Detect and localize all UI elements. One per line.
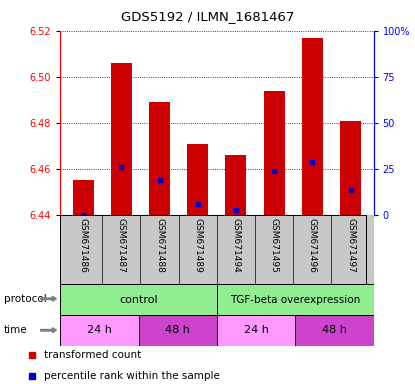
- Bar: [264, 91, 285, 215]
- Bar: [139, 315, 217, 346]
- Text: GDS5192 / ILMN_1681467: GDS5192 / ILMN_1681467: [121, 10, 294, 23]
- Bar: [111, 63, 132, 215]
- Bar: [60, 315, 139, 346]
- Text: 48 h: 48 h: [165, 325, 190, 335]
- Bar: [187, 144, 208, 215]
- Bar: [340, 121, 361, 215]
- Bar: [149, 102, 170, 215]
- Text: TGF-beta overexpression: TGF-beta overexpression: [230, 295, 360, 305]
- Bar: [225, 155, 247, 215]
- Text: GSM671489: GSM671489: [193, 218, 202, 273]
- Text: GSM671497: GSM671497: [346, 218, 355, 273]
- Text: time: time: [4, 325, 28, 335]
- Text: GSM671495: GSM671495: [270, 218, 278, 273]
- Text: GSM671487: GSM671487: [117, 218, 126, 273]
- Text: control: control: [119, 295, 158, 305]
- Text: transformed count: transformed count: [44, 350, 141, 360]
- Text: percentile rank within the sample: percentile rank within the sample: [44, 371, 220, 381]
- Bar: [73, 180, 94, 215]
- Text: GSM671494: GSM671494: [232, 218, 240, 273]
- Text: 48 h: 48 h: [322, 325, 347, 335]
- Bar: [60, 284, 217, 315]
- Bar: [295, 315, 374, 346]
- Text: protocol: protocol: [4, 294, 47, 304]
- Text: GSM671488: GSM671488: [155, 218, 164, 273]
- Bar: [217, 315, 295, 346]
- Text: 24 h: 24 h: [87, 325, 112, 335]
- Text: GSM671496: GSM671496: [308, 218, 317, 273]
- Text: GSM671486: GSM671486: [78, 218, 88, 273]
- Bar: [217, 284, 374, 315]
- Text: 24 h: 24 h: [244, 325, 269, 335]
- Bar: [302, 38, 323, 215]
